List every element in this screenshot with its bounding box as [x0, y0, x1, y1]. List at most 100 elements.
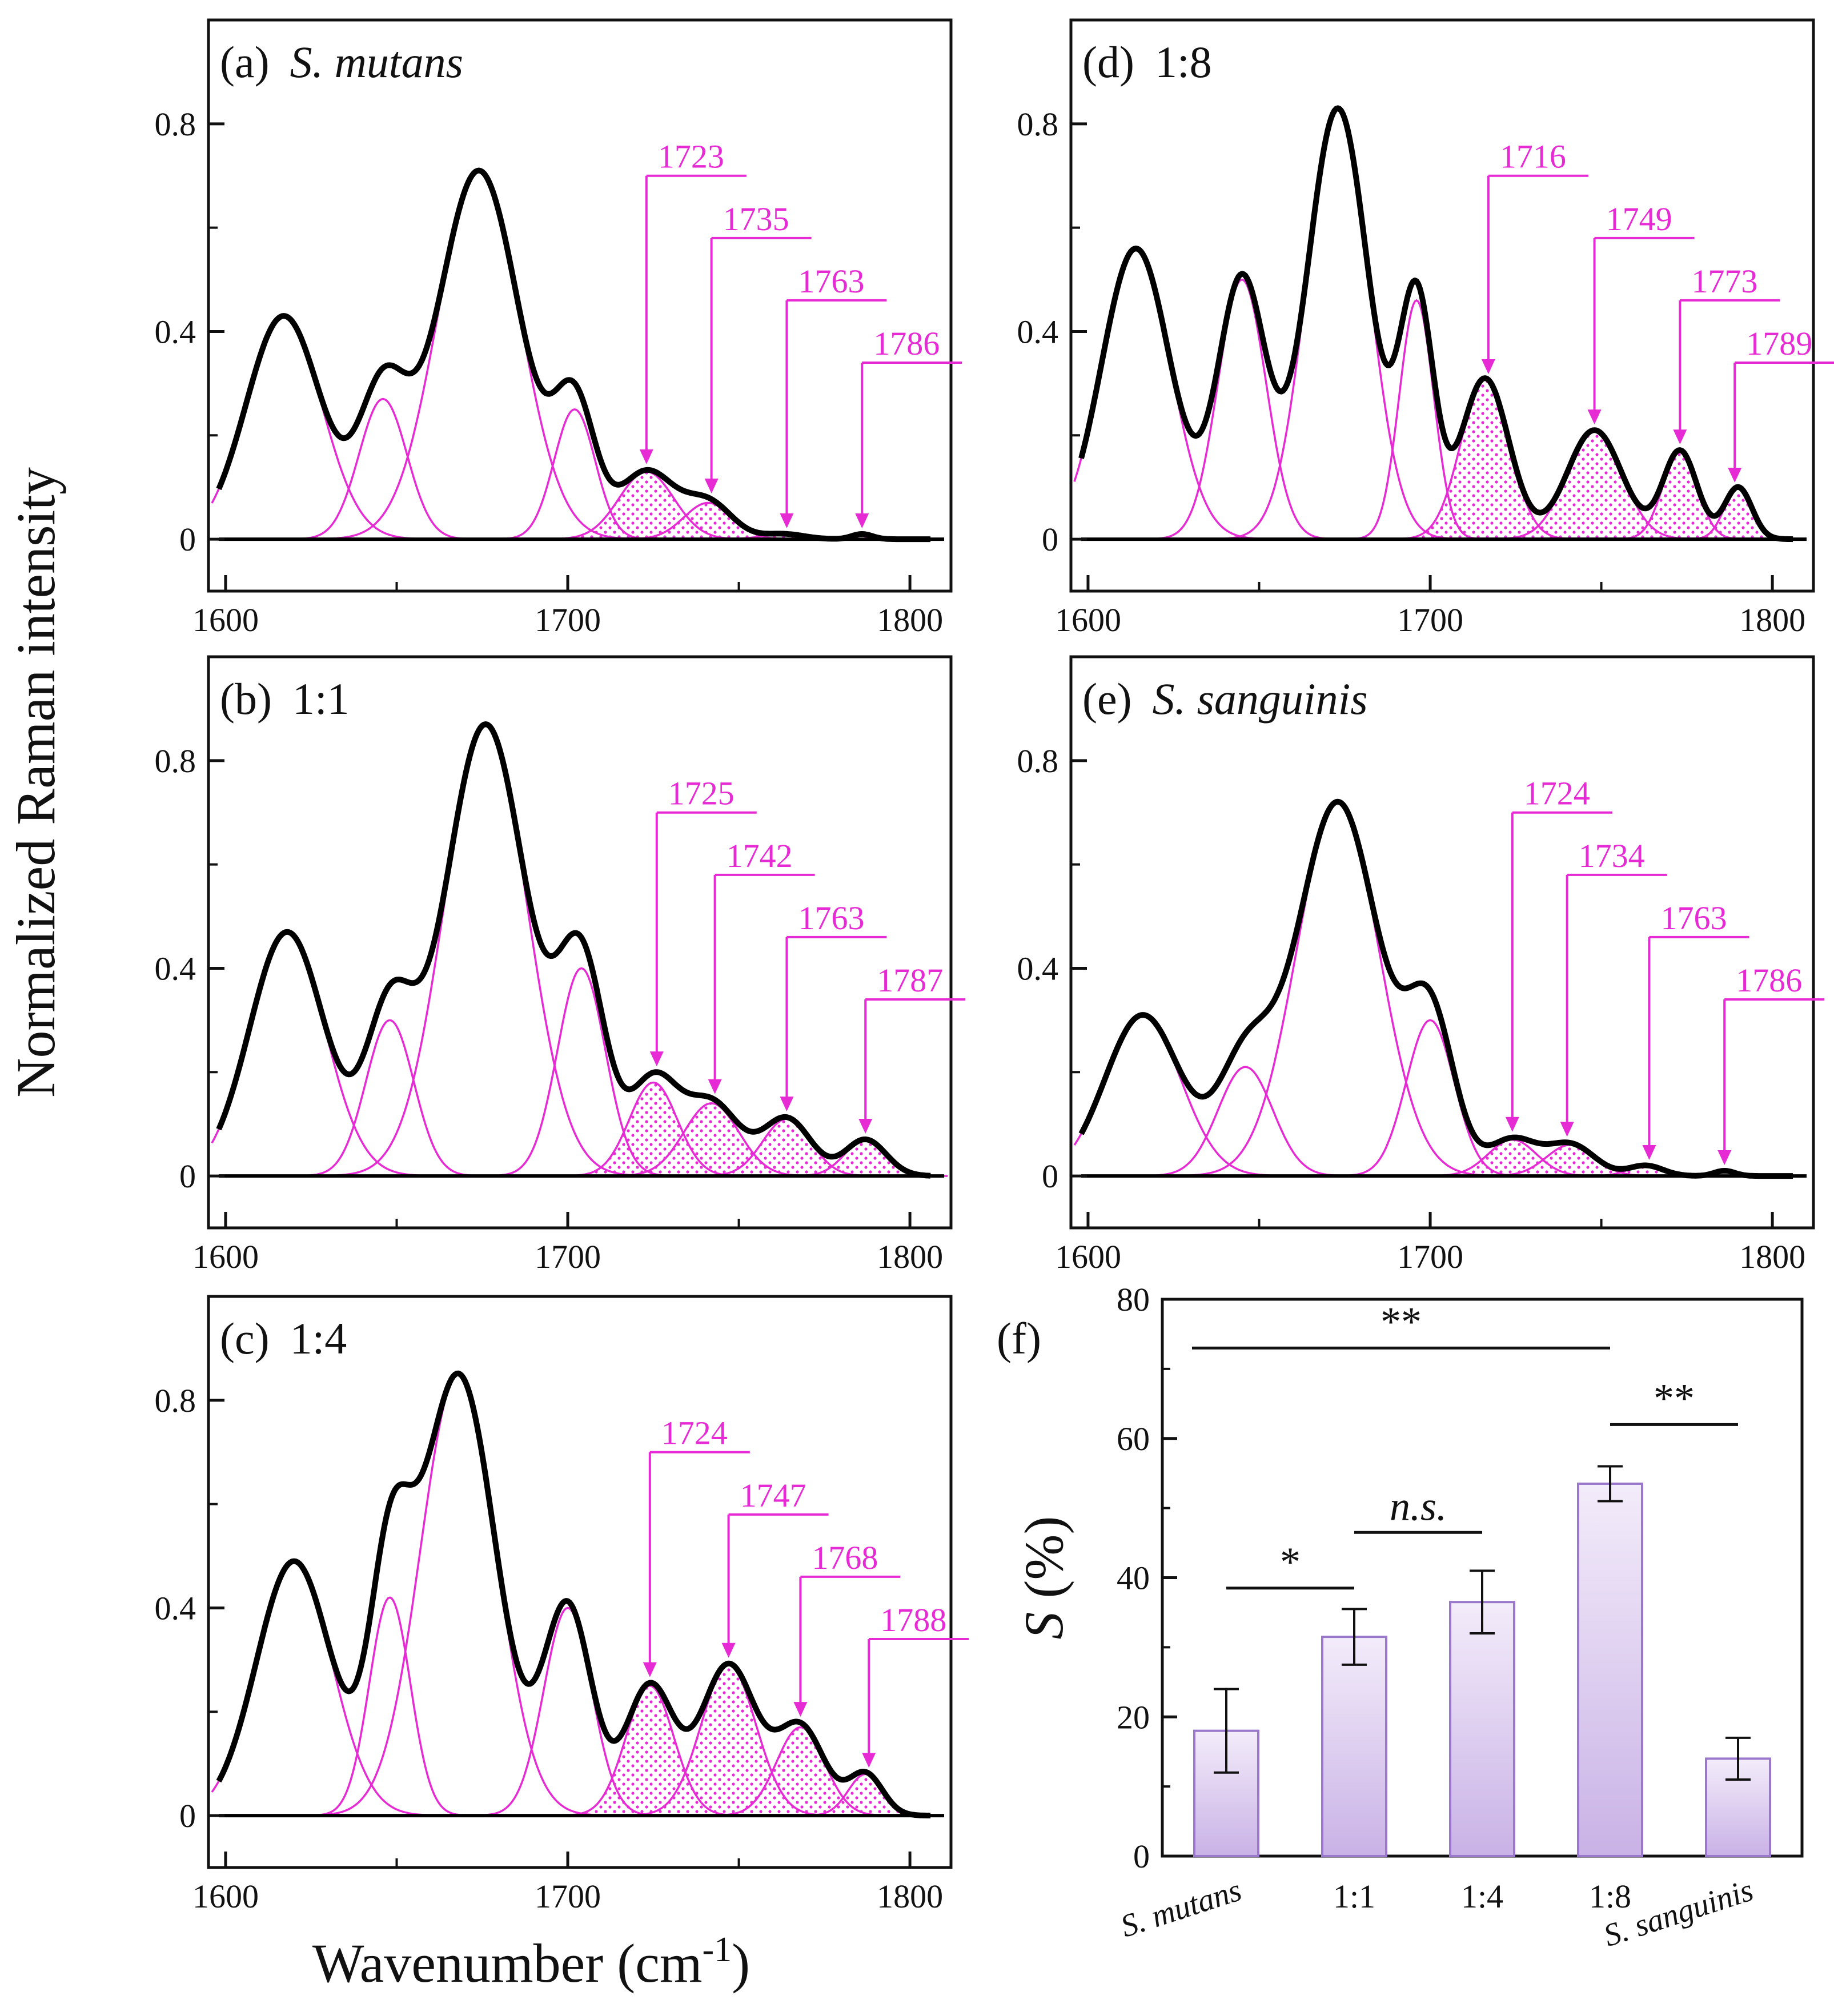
x-tick-label: 1800 — [877, 1238, 943, 1275]
peak-arrow-head — [780, 1097, 794, 1112]
category-label: 1:1 — [1333, 1878, 1375, 1915]
component-fill-1741 — [624, 503, 792, 540]
x-tick-label: 1700 — [1397, 1238, 1463, 1275]
component-fill-1747 — [632, 1665, 825, 1816]
y-tick-label: 0.4 — [155, 950, 196, 987]
y-tick-label: 0.4 — [155, 313, 196, 350]
x-tick-label: 1800 — [1739, 1238, 1805, 1275]
peak-arrow-head — [721, 1642, 736, 1658]
component-fill-1787 — [805, 1774, 926, 1816]
peak-annotation-1763: 1763 — [1642, 899, 1749, 1160]
peak-annotation-1789: 1789 — [1728, 325, 1834, 483]
component-peak-1674 — [314, 169, 643, 540]
panel-title: (b) 1:1 — [220, 674, 350, 724]
y-tick-label: 0.8 — [155, 1382, 196, 1419]
component-fill-1787 — [793, 1139, 937, 1176]
peak-arrow-head — [780, 513, 794, 528]
component-peak-1742 — [601, 1102, 821, 1177]
component-fill-1763 — [1586, 1165, 1706, 1176]
x-tick-label: 1600 — [192, 601, 259, 638]
peak-arrow-head — [855, 513, 869, 528]
panel-sample-label: 1:4 — [290, 1314, 347, 1363]
y-tick-label: 0.8 — [155, 106, 196, 143]
component-peak-1696 — [1348, 299, 1485, 540]
peak-label: 1786 — [1736, 962, 1802, 999]
component-peak-1676 — [321, 723, 650, 1177]
panel-title: (e) S. sanguinis — [1082, 674, 1368, 724]
peak-arrow-head — [1560, 1122, 1574, 1137]
y-tick-label: 40 — [1117, 1560, 1150, 1597]
component-fill-1724 — [566, 1685, 734, 1816]
significance-bracket: ** — [1610, 1375, 1738, 1426]
x-tick-label: 1700 — [535, 601, 601, 638]
peak-annotation-1763: 1763 — [780, 899, 887, 1112]
significance-bracket: n.s. — [1354, 1483, 1482, 1534]
panel-letter: (a) — [220, 37, 270, 87]
bar-1-8 — [1577, 1482, 1643, 1857]
component-fill-1768 — [716, 1727, 885, 1816]
envelope-curve — [1078, 105, 1795, 543]
envelope-curve — [216, 1370, 932, 1818]
peak-label: 1734 — [1579, 837, 1645, 874]
x-tick-label: 1800 — [877, 601, 943, 638]
component-fill-1716 — [1401, 378, 1569, 540]
component-peak-1648 — [307, 1596, 472, 1817]
peak-arrow-head — [862, 1753, 876, 1768]
bar-1-1 — [1321, 1636, 1387, 1857]
peak-arrow-head — [1587, 409, 1602, 425]
y-axis-title: Normalized Raman intensity — [5, 467, 66, 1098]
component-peak-1648 — [294, 1019, 486, 1177]
peak-arrow-head — [1505, 1117, 1519, 1132]
peak-label: 1716 — [1500, 138, 1566, 175]
x-axis-title-superscript: -1 — [703, 1930, 732, 1969]
peak-arrow-head — [649, 1051, 664, 1067]
component-peak-1704 — [485, 967, 677, 1177]
y-tick-label: 0 — [179, 521, 196, 558]
component-peak-1614 — [1073, 247, 1273, 540]
component-peak-1617 — [211, 315, 435, 540]
envelope-curve — [1078, 798, 1795, 1179]
panel-c: 0 0.4 0.8 1600 1700 1800 (c) 1:4 1724 17471768178… — [155, 1295, 969, 1915]
peak-arrow-head — [704, 479, 719, 494]
panel-d: 0 0.4 0.8 1600 1700 1800 (d) 1:8 1716 1749 1773 178… — [1017, 18, 1834, 638]
plot-frame — [207, 655, 953, 1230]
y-tick-label: 80 — [1117, 1281, 1150, 1318]
component-peak-1645 — [1146, 278, 1338, 540]
component-fill-1764 — [703, 1119, 871, 1176]
y-tick-label: 0 — [1042, 521, 1058, 558]
component-peak-1646 — [287, 397, 479, 540]
component-peak-1673 — [1173, 801, 1502, 1177]
peak-label: 1789 — [1746, 325, 1812, 362]
panel-sample-label: 1:1 — [292, 674, 350, 724]
peak-annotation-1735: 1735 — [704, 200, 812, 494]
component-fill-1725 — [569, 1082, 737, 1176]
peak-label: 1763 — [798, 899, 864, 937]
category-label: 1:4 — [1461, 1878, 1503, 1915]
panel-letter: (c) — [220, 1314, 270, 1363]
component-fill-1741 — [1486, 1144, 1655, 1176]
y-tick-label: 0.4 — [155, 1589, 196, 1627]
component-peak-1616 — [1073, 1014, 1294, 1177]
peak-annotation-1724: 1724 — [643, 1415, 750, 1677]
component-fill-1742 — [615, 1103, 808, 1176]
x-tick-label: 1600 — [192, 1238, 259, 1275]
component-peak-1700 — [472, 1607, 664, 1817]
component-peak-1700 — [1334, 1019, 1526, 1177]
significance-label: ** — [1380, 1299, 1422, 1344]
peak-label: 1787 — [877, 962, 943, 999]
envelope-curve — [216, 721, 932, 1179]
x-tick-label: 1600 — [1055, 1238, 1121, 1275]
peak-label: 1735 — [723, 200, 789, 238]
peak-annotation-1723: 1723 — [639, 138, 747, 464]
x-tick-label: 1600 — [192, 1878, 259, 1915]
peak-label: 1763 — [1660, 899, 1727, 937]
y-tick-label: 0.4 — [1017, 950, 1059, 987]
peak-arrow-head — [1728, 468, 1742, 483]
component-peak-1646 — [1135, 1066, 1355, 1177]
y-tick-label: 0 — [1042, 1158, 1058, 1195]
x-axis-title: Wavenumber (cm-1) — [312, 1930, 750, 1994]
component-fill-1763 — [711, 534, 856, 540]
